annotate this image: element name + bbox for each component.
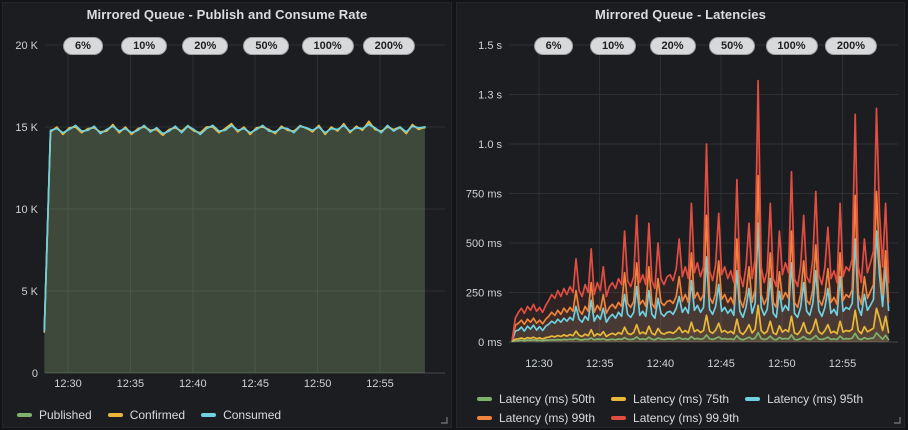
x-tick-label: 12:40	[647, 358, 675, 370]
annotation-badge[interactable]: 10%	[590, 37, 637, 55]
annotation-badge[interactable]: 50%	[709, 37, 756, 55]
x-tick-label: 12:50	[304, 378, 332, 390]
series-area-2	[44, 121, 425, 373]
legend-label: Consumed	[223, 407, 282, 422]
legend-label: Confirmed	[129, 407, 186, 422]
annotation-badge[interactable]: 100%	[765, 37, 818, 55]
legend-color-dash	[477, 396, 492, 401]
y-tick-label: 5 K	[21, 286, 38, 298]
series-area-1	[44, 123, 425, 373]
x-tick-label: 12:30	[54, 378, 82, 390]
series-line-3	[511, 222, 890, 342]
x-tick-label: 12:35	[117, 378, 145, 390]
annotation-badge[interactable]: 100%	[301, 37, 354, 55]
legend-label: Published	[39, 407, 92, 422]
annotation-badge[interactable]: 20%	[649, 37, 696, 55]
legend-label: Latency (ms) 99.9th	[633, 410, 740, 425]
legend-color-dash	[201, 412, 217, 417]
legend-label: Latency (ms) 75th	[633, 391, 730, 406]
series-line-1	[511, 331, 890, 343]
legend-item[interactable]: Latency (ms) 99th	[477, 408, 595, 427]
annotation-badge[interactable]: 6%	[533, 37, 574, 55]
legend-color-dash	[477, 415, 492, 420]
y-tick-label: 1.3 s	[478, 90, 502, 102]
series-area-4	[512, 175, 889, 342]
legend-item[interactable]: Latency (ms) 50th	[477, 389, 595, 408]
series-area-5	[512, 80, 889, 342]
legend-item[interactable]: Latency (ms) 95th	[745, 389, 863, 408]
annotation-badge[interactable]: 50%	[243, 37, 290, 55]
x-tick-label: 12:55	[366, 378, 394, 390]
legend-item[interactable]: Published	[17, 405, 92, 424]
latencies-chart[interactable]: 0 ms 250 ms 500 ms 750 ms 1.0 s 1.3 s 1.5 s 12:…	[457, 3, 904, 427]
x-tick-label: 12:30	[525, 358, 553, 370]
legend-item[interactable]: Consumed	[201, 405, 281, 424]
legend-color-dash	[107, 412, 123, 417]
legend: Published Confirmed Consumed	[17, 405, 443, 424]
annotation-row: 6% 10% 20% 50% 100% 200%	[3, 3, 451, 427]
legend-label: Latency (ms) 95th	[767, 391, 864, 406]
series-line-5	[511, 79, 890, 340]
legend-label: Latency (ms) 99th	[499, 410, 596, 425]
legend-item[interactable]: Latency (ms) 75th	[611, 389, 729, 408]
y-tick-label: 10 K	[15, 204, 38, 216]
series-line-4	[511, 174, 890, 341]
panel-publish-consume-rate: 0 5 K 10 K 15 K 20 K 12:30 12:35 12:40 12:45 12:5…	[2, 2, 452, 428]
panel-resize-handle[interactable]	[440, 416, 448, 424]
legend-label: Latency (ms) 50th	[499, 391, 596, 406]
legend-color-dash	[17, 412, 32, 417]
annotation-badge[interactable]: 200%	[824, 37, 878, 55]
legend-color-dash	[611, 396, 627, 401]
legend-item[interactable]: Latency (ms) 99.9th	[611, 408, 739, 427]
annotation-row: 6% 10% 20% 50% 100% 200%	[457, 3, 904, 427]
y-tick-label: 1.0 s	[478, 139, 502, 151]
panel-title[interactable]: Mirrored Queue - Publish and Consume Rat…	[86, 7, 368, 22]
legend-color-dash	[745, 396, 761, 401]
legend-color-dash	[611, 415, 627, 420]
x-tick-label: 12:40	[179, 378, 207, 390]
panel-latencies: 0 ms 250 ms 500 ms 750 ms 1.0 s 1.3 s 1.5 s 12:…	[456, 2, 905, 428]
y-tick-label: 1.5 s	[478, 40, 502, 52]
x-tick-label: 12:45	[241, 378, 269, 390]
annotation-badge[interactable]: 10%	[121, 37, 168, 55]
y-tick-label: 0 ms	[478, 337, 502, 349]
panel-resize-handle[interactable]	[893, 416, 901, 424]
x-tick-label: 12:55	[829, 358, 857, 370]
series-area-3	[44, 124, 425, 373]
panel-title[interactable]: Mirrored Queue - Latencies	[595, 7, 766, 22]
series-line-3	[43, 123, 426, 333]
annotation-badge[interactable]: 6%	[63, 37, 103, 55]
y-tick-label: 20 K	[15, 40, 38, 52]
series-line-2	[511, 304, 890, 342]
y-tick-label: 750 ms	[466, 189, 503, 201]
x-tick-label: 12:35	[586, 358, 614, 370]
y-tick-label: 250 ms	[466, 288, 503, 300]
x-tick-label: 12:50	[768, 358, 796, 370]
y-tick-label: 15 K	[15, 122, 38, 134]
y-tick-label: 0	[32, 368, 38, 380]
publish-consume-rate-chart[interactable]: 0 5 K 10 K 15 K 20 K 12:30 12:35 12:40 12:45 12:5…	[3, 3, 451, 427]
x-tick-label: 12:45	[707, 358, 735, 370]
legend-item[interactable]: Confirmed	[107, 405, 186, 424]
annotation-badge[interactable]: 20%	[182, 37, 229, 55]
annotation-badge[interactable]: 200%	[362, 37, 415, 55]
y-tick-label: 500 ms	[466, 238, 503, 250]
legend: Latency (ms) 50th Latency (ms) 75th Latenc…	[477, 389, 896, 427]
